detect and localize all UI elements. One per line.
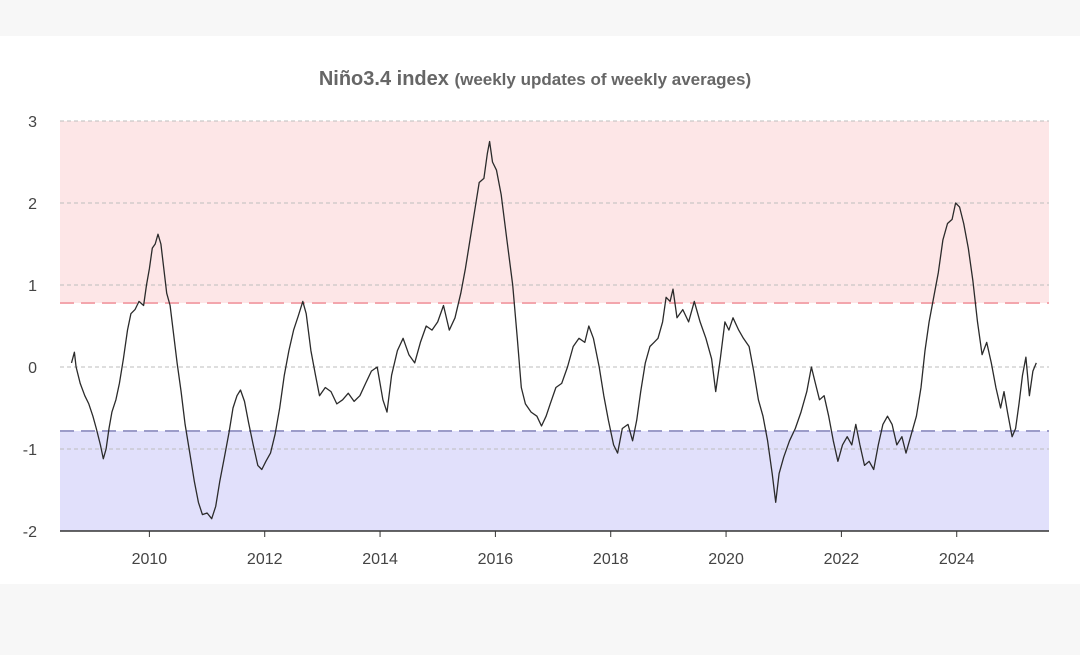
x-tick-label: 2012 [247,551,283,568]
y-tick-label: -2 [23,524,37,541]
el-nino-band [60,121,1049,304]
y-tick-label: 0 [28,360,37,377]
chart-subtitle: (weekly updates of weekly averages) [454,70,751,89]
x-tick-label: 2022 [824,551,860,568]
la-nina-band [60,430,1049,531]
y-tick-label: -1 [23,442,37,459]
series-line [70,140,1037,520]
chart-title: Niño3.4 index (weekly updates of weekly … [319,68,751,90]
y-tick-label: 3 [28,114,37,131]
x-tick-label: 2014 [362,551,398,568]
x-tick-label: 2020 [708,551,744,568]
y-tick-label: 1 [28,278,37,295]
x-tick-label: 2016 [478,551,514,568]
chart-card: 3 2 1 0 -1 -2 2010 2012 2014 2016 2018 2020 2022 2024… [0,36,1080,584]
x-tick-label: 2010 [132,551,168,568]
y-tick-label: 2 [28,196,37,213]
x-tick-label: 2018 [593,551,629,568]
chart-title-main: Niño3.4 index [319,68,455,90]
nino34-chart: 3 2 1 0 -1 -2 2010 2012 2014 2016 2018 2020 2022 2024… [23,68,1049,568]
x-tick-label: 2024 [939,551,975,568]
